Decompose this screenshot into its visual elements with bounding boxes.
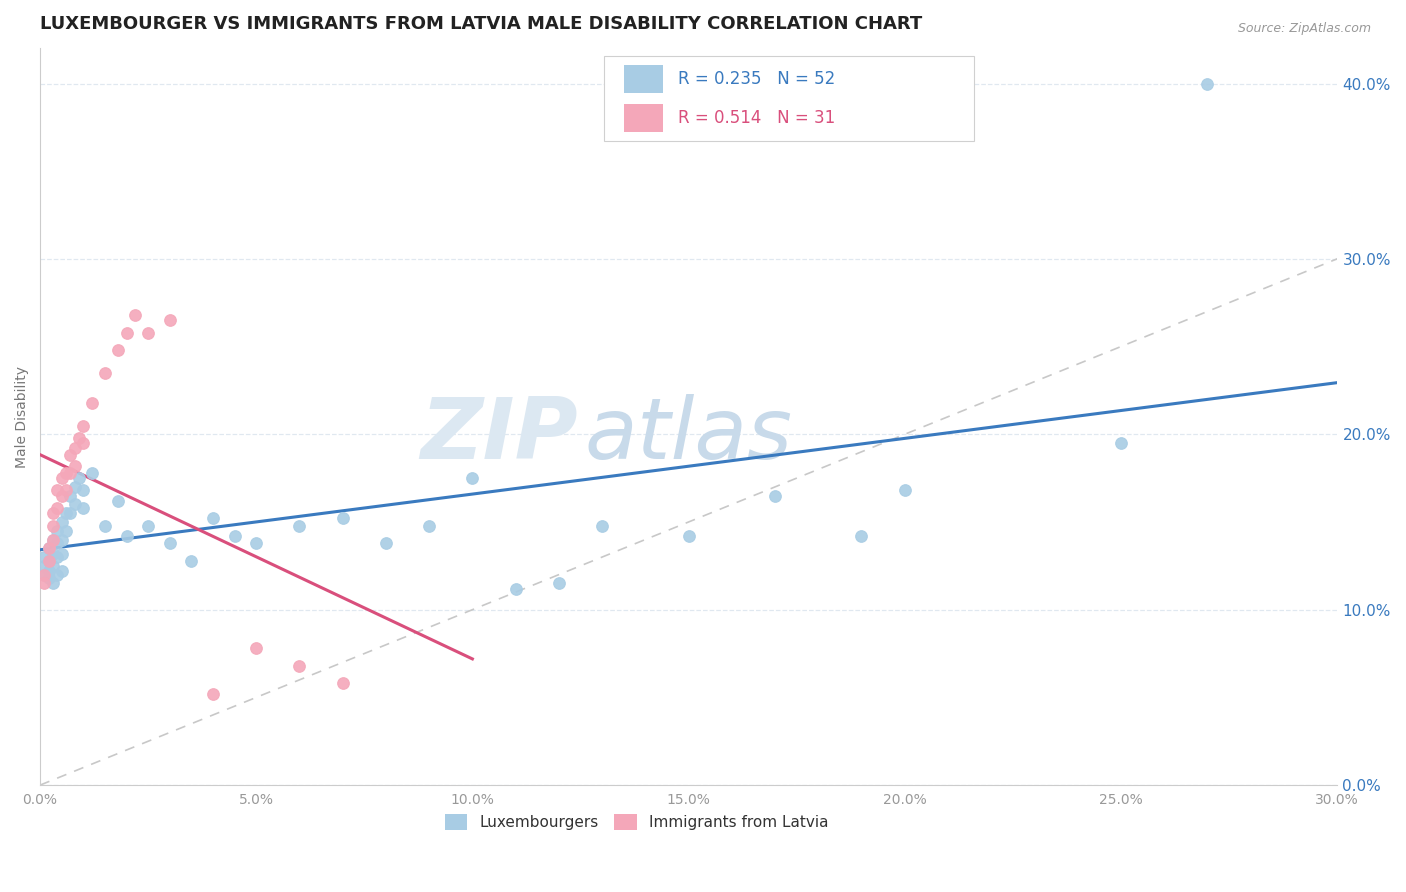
Point xyxy=(46,567,69,582)
Point xyxy=(224,529,246,543)
Point xyxy=(38,541,60,556)
Point xyxy=(42,533,65,547)
Point xyxy=(374,536,396,550)
Point xyxy=(107,494,129,508)
Point xyxy=(63,480,86,494)
Point xyxy=(72,436,94,450)
Point xyxy=(893,483,915,498)
Point xyxy=(34,567,56,582)
Point xyxy=(1109,436,1132,450)
Point xyxy=(34,558,56,573)
Point xyxy=(51,471,73,485)
Point xyxy=(67,431,90,445)
Point xyxy=(42,558,65,573)
Point xyxy=(461,471,484,485)
Point xyxy=(46,483,69,498)
Text: R = 0.235   N = 52: R = 0.235 N = 52 xyxy=(678,70,835,87)
Point xyxy=(547,576,569,591)
Point xyxy=(59,506,82,520)
Point xyxy=(107,343,129,358)
Text: atlas: atlas xyxy=(585,393,793,476)
Point xyxy=(67,471,90,485)
Y-axis label: Male Disability: Male Disability xyxy=(15,366,30,467)
Point xyxy=(72,500,94,515)
Text: Source: ZipAtlas.com: Source: ZipAtlas.com xyxy=(1237,22,1371,36)
Point xyxy=(115,529,138,543)
Point xyxy=(124,308,146,322)
Point xyxy=(34,550,56,565)
FancyBboxPatch shape xyxy=(605,56,974,141)
Point xyxy=(159,313,181,327)
Point xyxy=(34,576,56,591)
Point xyxy=(418,518,440,533)
Point xyxy=(46,536,69,550)
Point xyxy=(55,466,77,480)
Point xyxy=(505,582,527,596)
Point xyxy=(159,536,181,550)
Point xyxy=(332,676,354,690)
Point xyxy=(42,576,65,591)
Point xyxy=(851,529,873,543)
Point xyxy=(72,483,94,498)
Point xyxy=(202,687,225,701)
Point xyxy=(115,326,138,340)
Point xyxy=(63,498,86,512)
Point xyxy=(180,553,202,567)
Point xyxy=(72,418,94,433)
Point xyxy=(288,658,311,673)
Legend: Luxembourgers, Immigrants from Latvia: Luxembourgers, Immigrants from Latvia xyxy=(439,808,835,837)
Point xyxy=(59,466,82,480)
Point xyxy=(1197,77,1219,91)
Point xyxy=(42,506,65,520)
Point xyxy=(136,518,159,533)
Point xyxy=(38,571,60,585)
Point xyxy=(34,567,56,582)
Point xyxy=(63,442,86,456)
Point xyxy=(678,529,700,543)
Point xyxy=(46,500,69,515)
Point xyxy=(55,524,77,538)
Point xyxy=(763,489,786,503)
FancyBboxPatch shape xyxy=(624,103,662,132)
Point xyxy=(63,458,86,473)
Point xyxy=(38,564,60,578)
FancyBboxPatch shape xyxy=(624,64,662,93)
Point xyxy=(80,395,103,409)
Point xyxy=(46,524,69,538)
Point xyxy=(51,489,73,503)
Point xyxy=(136,326,159,340)
Point xyxy=(288,518,311,533)
Point xyxy=(59,448,82,462)
Text: R = 0.514   N = 31: R = 0.514 N = 31 xyxy=(678,109,835,127)
Point xyxy=(51,533,73,547)
Text: ZIP: ZIP xyxy=(420,393,578,476)
Point xyxy=(46,550,69,565)
Point xyxy=(245,536,267,550)
Point xyxy=(55,506,77,520)
Point xyxy=(38,553,60,567)
Point xyxy=(51,564,73,578)
Point xyxy=(59,489,82,503)
Point xyxy=(51,515,73,529)
Point xyxy=(245,641,267,656)
Point xyxy=(38,541,60,556)
Point xyxy=(591,518,613,533)
Point xyxy=(42,547,65,561)
Point xyxy=(94,518,117,533)
Point xyxy=(332,511,354,525)
Point xyxy=(80,466,103,480)
Point xyxy=(202,511,225,525)
Point xyxy=(55,483,77,498)
Point xyxy=(42,518,65,533)
Point xyxy=(94,366,117,380)
Point xyxy=(51,547,73,561)
Text: LUXEMBOURGER VS IMMIGRANTS FROM LATVIA MALE DISABILITY CORRELATION CHART: LUXEMBOURGER VS IMMIGRANTS FROM LATVIA M… xyxy=(41,15,922,33)
Point xyxy=(38,553,60,567)
Point xyxy=(42,533,65,547)
